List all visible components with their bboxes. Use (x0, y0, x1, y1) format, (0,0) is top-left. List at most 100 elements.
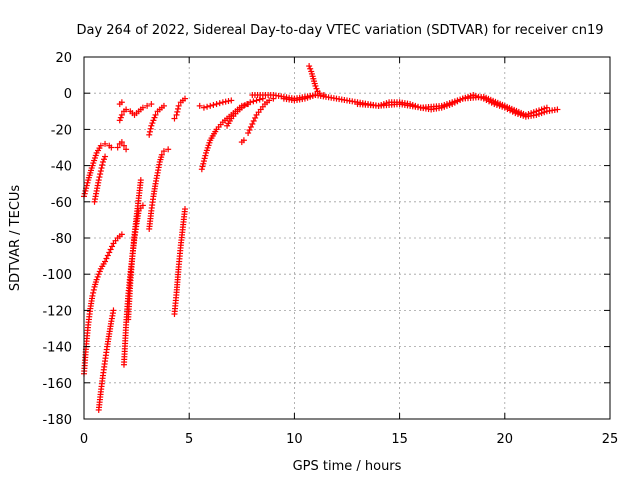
data-point-arc-v (541, 105, 548, 112)
data-point-arc-a (108, 144, 115, 151)
data-point-arc-c (97, 168, 104, 175)
data-point-arc-o (200, 160, 207, 167)
data-point-arc-h (148, 101, 155, 108)
data-point-arc-b (109, 243, 116, 250)
data-point-arc-b (102, 258, 109, 265)
data-point-arc-h (139, 104, 146, 111)
data-point-arc-n (200, 104, 207, 111)
data-point-arc-a (102, 140, 109, 147)
y-tick-label: -40 (51, 160, 72, 175)
y-tick-label: -160 (42, 377, 72, 392)
data-point-arc-b (95, 271, 102, 278)
data-point-arc-n (210, 101, 217, 108)
data-point-arc-v (449, 99, 456, 106)
x-axis-label: GPS time / hours (293, 459, 402, 474)
data-point-arc-t (313, 85, 320, 92)
data-point-arc-r (247, 123, 254, 130)
data-point-arc-h (116, 117, 123, 124)
data-point-arc-v (522, 111, 529, 118)
data-point-arc-l (181, 206, 188, 213)
y-tick-label: -140 (42, 341, 72, 356)
data-point-arc-v (446, 100, 453, 107)
data-point-arc-j (160, 148, 167, 155)
data-point-arc-c (100, 156, 107, 163)
data-point-arc-k (160, 102, 167, 109)
data-point-arc-v (443, 101, 450, 108)
data-point-arc-m (181, 95, 188, 102)
data-point-arc-b (90, 286, 97, 293)
data-point-arc-b (103, 255, 110, 262)
data-point-arc-u (307, 93, 314, 100)
data-point-arc-u (309, 92, 316, 99)
data-point-arc-e (123, 146, 130, 153)
y-tick-label: -60 (51, 196, 72, 211)
y-tick-label: -80 (51, 232, 72, 247)
data-marks (81, 63, 561, 413)
data-point-arc-b (89, 292, 96, 299)
data-point-arc-m (173, 111, 180, 118)
data-point-arc-v (528, 110, 535, 117)
data-point-arc-e (120, 142, 127, 149)
data-point-arc-b (90, 289, 97, 296)
data-point-arc-v (438, 102, 445, 109)
data-point-arc-k (150, 117, 157, 124)
data-point-arc-c (98, 165, 105, 172)
data-point-arc-t (307, 65, 314, 72)
data-point-arc-r (246, 127, 253, 134)
data-point-arc-u (304, 94, 311, 101)
data-point-arc-a (97, 142, 104, 149)
data-point-arc-p (244, 101, 251, 108)
data-point-arc-o (202, 152, 209, 159)
data-point-arc-v (533, 108, 540, 115)
data-point-arc-c (99, 161, 106, 168)
data-point-arc-k (146, 131, 153, 138)
data-point-arc-p (240, 102, 247, 109)
data-point-arc-i (118, 99, 125, 106)
data-point-arc-k (151, 114, 158, 121)
data-point-arc-p (250, 98, 257, 105)
data-point-arc-h (117, 114, 124, 121)
data-point-arc-v (535, 107, 542, 114)
data-point-arc-b (107, 246, 114, 253)
x-tick-label: 20 (497, 432, 514, 447)
x-tick-label: 25 (602, 432, 619, 447)
data-point-arc-p (253, 97, 260, 104)
x-tick-label: 15 (391, 432, 408, 447)
data-point-arc-j (165, 146, 172, 153)
data-point-arc-f (139, 202, 146, 209)
data-point-arc-p (247, 99, 254, 106)
data-point-arc-k (147, 125, 154, 132)
data-point-arc-k (152, 111, 159, 118)
data-point-arc-m (174, 105, 181, 112)
data-point-arc-h (123, 106, 130, 113)
data-point-arc-b (96, 268, 103, 275)
data-point-arc-n (204, 103, 211, 110)
data-point-arc-k (148, 122, 155, 129)
data-point-arc-o (201, 155, 208, 162)
data-point-arc-r (252, 114, 259, 121)
data-point-arc-e (114, 144, 121, 151)
y-tick-label: -20 (51, 123, 72, 138)
data-point-arc-c (99, 158, 106, 165)
data-point-arc-h (118, 111, 125, 118)
data-point-arc-n (216, 100, 223, 107)
y-tick-label: 20 (55, 51, 72, 66)
y-tick-label: 0 (64, 87, 72, 102)
data-point-arc-n (196, 102, 203, 109)
data-point-arc-v (538, 106, 545, 113)
data-point-arc-b (106, 249, 113, 256)
x-tick-label: 0 (80, 432, 88, 447)
data-point-arc-c (95, 177, 102, 184)
data-point-arc-b (94, 273, 101, 280)
data-point-arc-b (104, 252, 111, 259)
data-point-arc-b (118, 231, 125, 238)
grid-lines (84, 57, 610, 419)
data-point-arc-m (174, 108, 181, 115)
data-point-arc-v (525, 111, 532, 118)
data-point-arc-o (200, 158, 207, 165)
y-tick-label: -120 (42, 304, 72, 319)
data-point-arc-c (102, 153, 109, 160)
data-point-arc-a (84, 179, 91, 186)
data-point-arc-v (454, 97, 461, 104)
